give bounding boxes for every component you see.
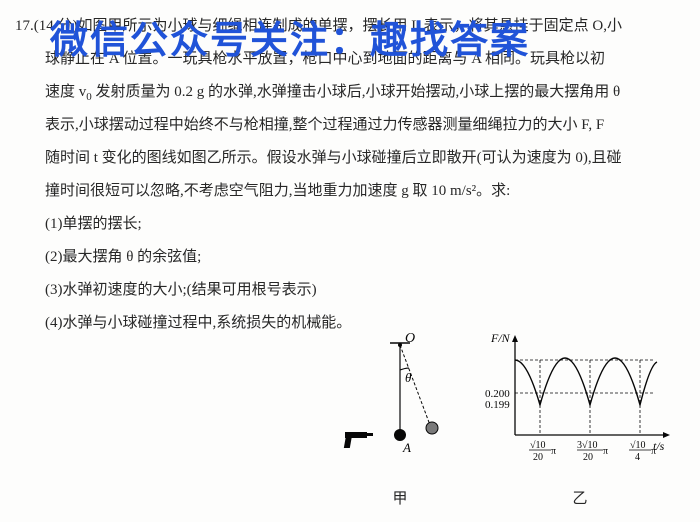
gun-icon: [344, 432, 373, 448]
figures-row: O θ A 甲: [15, 330, 685, 516]
subscript-0: 0: [86, 91, 92, 103]
question-4: (4)水弹与小球碰撞过程中,系统损失的机械能。: [15, 307, 685, 340]
line-2: 球静止在 A 位置。一玩具枪水平放置，枪口中心到地面的距离与 A 相同。玩具枪以…: [15, 43, 685, 76]
xtick2-pi: π: [603, 446, 608, 457]
xtick1-den: 20: [533, 452, 543, 463]
question-1: (1)单摆的摆长;: [15, 208, 685, 241]
line-4: 表示,小球摆动过程中始终不与枪相撞,整个过程通过力传感器测量细绳拉力的大小 F,…: [15, 109, 685, 142]
intro-text-1: 如图甲所示为小球与细绳相连制成的单摆，摆长用 L 表示，将其悬挂于固定点 O,小: [78, 18, 622, 34]
line-1: 17.(14 分)如图甲所示为小球与细绳相连制成的单摆，摆长用 L 表示，将其悬…: [15, 10, 685, 43]
x-ticks: √10 20 π 3√10 20 π √10 4 π: [529, 440, 656, 463]
figure-graph: F/N t/s 0.200 0.199 √10 20 π 3√10: [485, 330, 675, 516]
xtick2-den: 20: [583, 452, 593, 463]
figure-pendulum: O θ A 甲: [335, 330, 465, 516]
xtick2-num: 3√10: [577, 440, 598, 451]
label-theta: θ: [405, 370, 412, 385]
xtick1-num: √10: [530, 440, 546, 451]
graph-svg: F/N t/s 0.200 0.199 √10 20 π 3√10: [485, 330, 675, 470]
intro-text-3b: 发射质量为 0.2 g 的水弹,水弹撞击小球后,小球开始摆动,小球上摆的最大摆角…: [96, 84, 621, 100]
label-A: A: [402, 440, 411, 455]
question-2: (2)最大摆角 θ 的余弦值;: [15, 241, 685, 274]
figure-2-label: 乙: [485, 483, 675, 516]
xtick1-pi: π: [551, 446, 556, 457]
problem-block: 17.(14 分)如图甲所示为小球与细绳相连制成的单摆，摆长用 L 表示，将其悬…: [15, 10, 685, 340]
question-3: (3)水弹初速度的大小;(结果可用根号表示): [15, 274, 685, 307]
string-swung: [400, 345, 430, 425]
y-tick-0199: 0.199: [485, 399, 510, 411]
xtick3-num: √10: [630, 440, 646, 451]
xtick3-pi: π: [651, 446, 656, 457]
line-5: 随时间 t 变化的图线如图乙所示。假设水弹与小球碰撞后立即散开(可认为速度为 0…: [15, 142, 685, 175]
line-3: 速度 v0 发射质量为 0.2 g 的水弹,水弹撞击小球后,小球开始摆动,小球上…: [15, 76, 685, 109]
pendulum-svg: O θ A: [335, 330, 465, 470]
intro-text-3a: 速度 v: [45, 84, 86, 100]
ball-swung: [426, 422, 438, 434]
curve: [515, 358, 657, 405]
x-axis-arrow: [663, 432, 670, 438]
xtick3-den: 4: [635, 452, 640, 463]
line-6: 撞时间很短可以忽略,不考虑空气阻力,当地重力加速度 g 取 10 m/s²。求:: [15, 175, 685, 208]
figure-1-label: 甲: [335, 483, 465, 516]
problem-number: 17.(14 分): [15, 18, 78, 34]
